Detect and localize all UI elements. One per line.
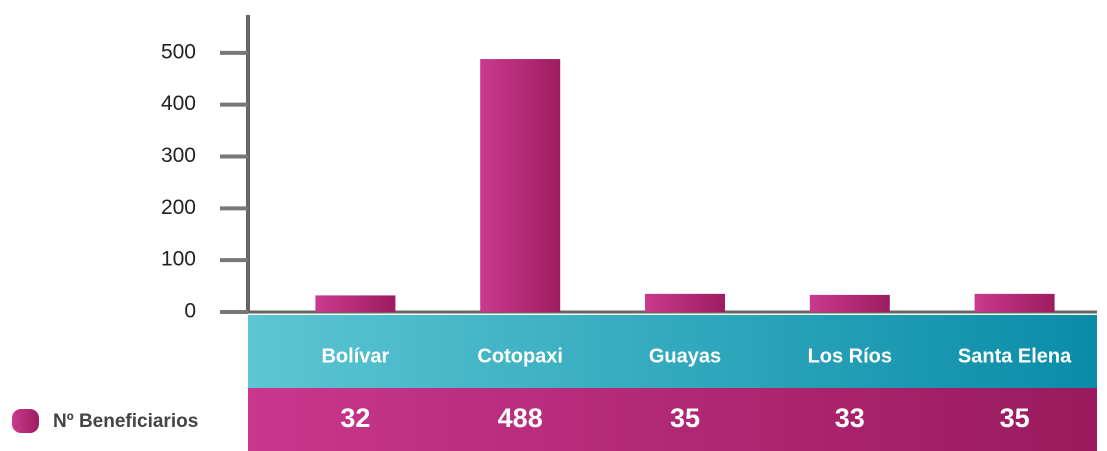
bar — [480, 59, 561, 313]
category-label: Santa Elena — [958, 345, 1072, 367]
value-label: 35 — [1000, 403, 1030, 433]
category-label: Guayas — [649, 345, 721, 367]
category-label: Bolívar — [321, 345, 389, 367]
value-label: 32 — [340, 403, 370, 433]
y-tick-label: 200 — [161, 196, 196, 219]
category-header — [248, 315, 1097, 388]
bar — [974, 293, 1055, 312]
y-tick-label: 100 — [161, 248, 196, 271]
value-label: 33 — [835, 403, 865, 433]
legend-label: Nº Beneficiarios — [53, 411, 198, 432]
value-label: 35 — [670, 403, 700, 433]
y-tick-label: 500 — [161, 40, 196, 63]
category-label: Cotopaxi — [477, 345, 563, 367]
value-row — [248, 388, 1097, 451]
y-tick-label: 0 — [184, 300, 196, 323]
legend-swatch — [12, 409, 39, 433]
y-tick-label: 300 — [161, 144, 196, 167]
category-label: Los Ríos — [808, 345, 892, 367]
bar — [315, 295, 396, 312]
bar — [645, 293, 725, 312]
y-tick-label: 400 — [161, 92, 196, 115]
value-label: 488 — [498, 403, 543, 433]
bar — [809, 294, 890, 312]
